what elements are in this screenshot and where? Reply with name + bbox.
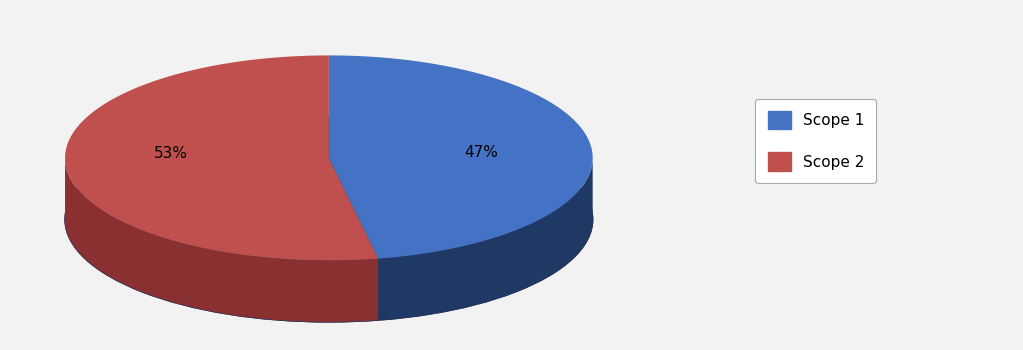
- Text: 53%: 53%: [154, 146, 188, 161]
- Polygon shape: [379, 159, 592, 320]
- Text: 47%: 47%: [464, 145, 498, 160]
- Polygon shape: [328, 55, 592, 259]
- Ellipse shape: [65, 117, 592, 322]
- Ellipse shape: [65, 117, 592, 322]
- Legend: Scope 1, Scope 2: Scope 1, Scope 2: [755, 98, 877, 183]
- Polygon shape: [65, 159, 379, 322]
- Polygon shape: [65, 55, 379, 260]
